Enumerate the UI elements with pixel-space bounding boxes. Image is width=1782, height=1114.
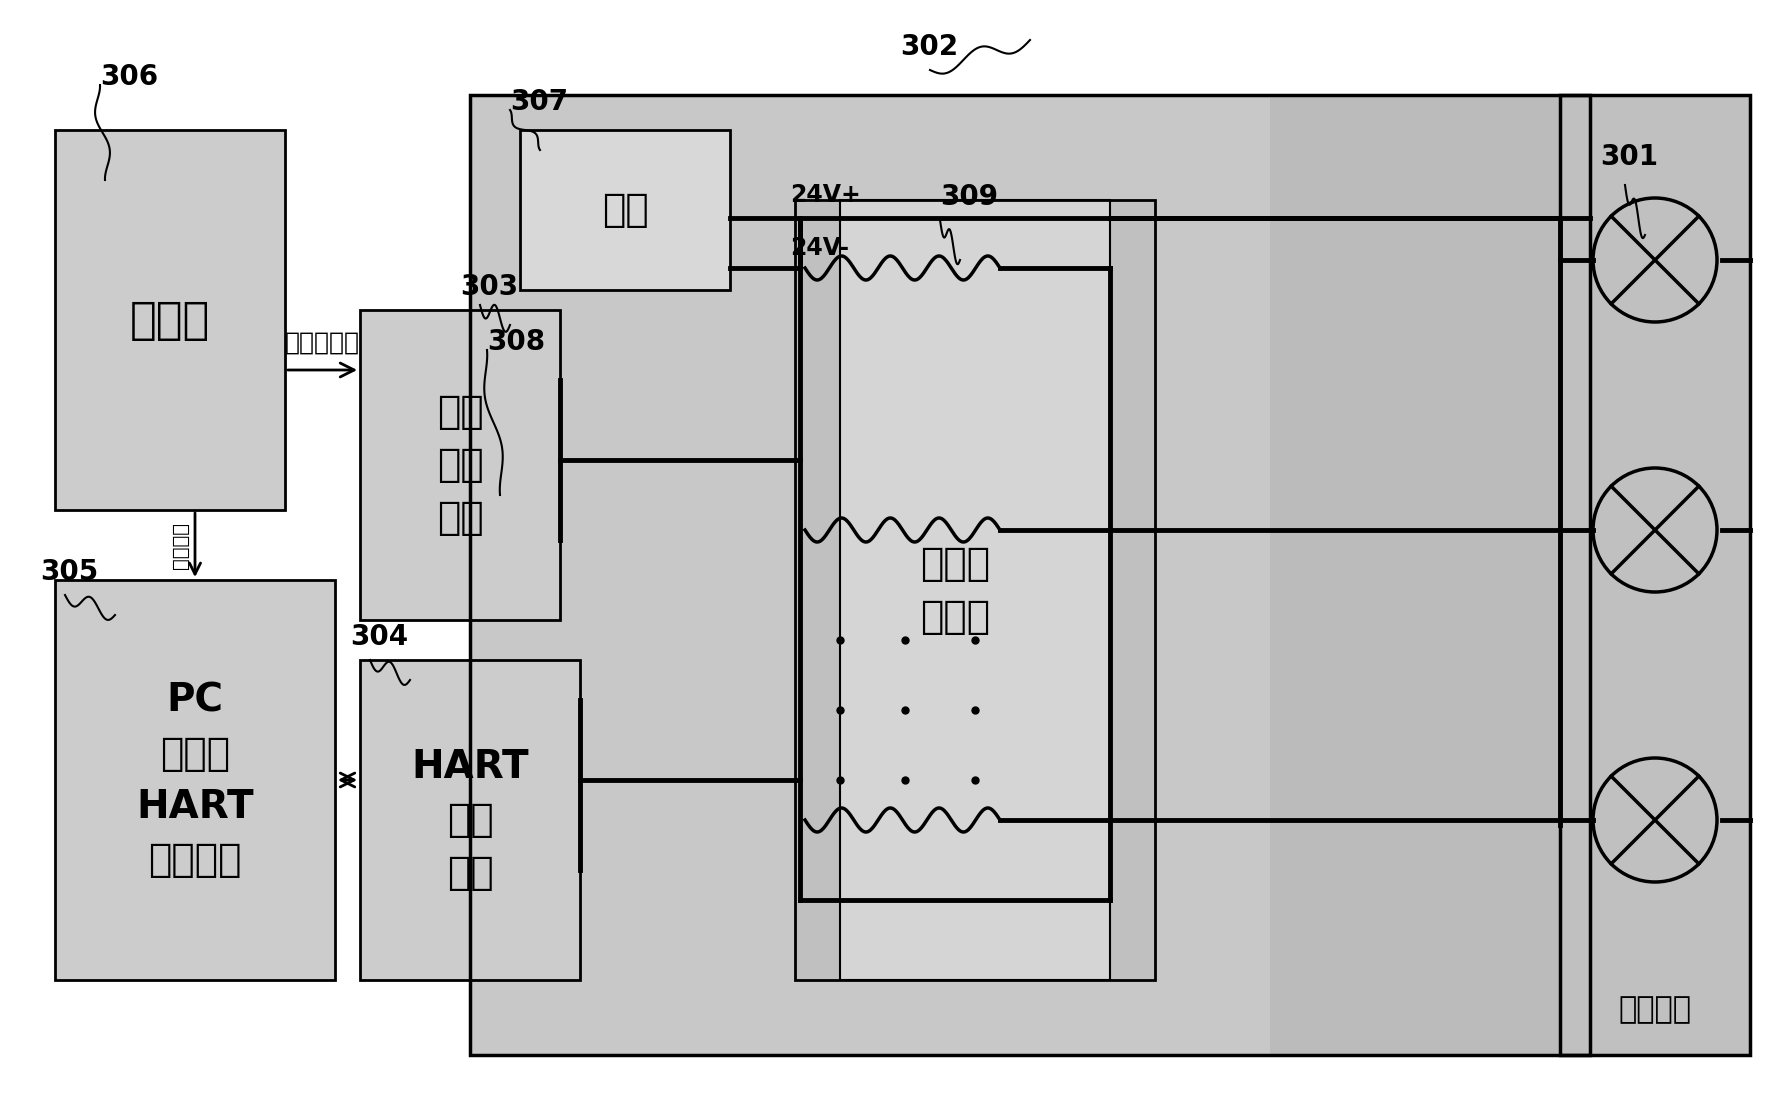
Text: 高精
度万
用表: 高精 度万 用表: [437, 393, 483, 537]
Text: PC
安装有
HART
通信软件: PC 安装有 HART 通信软件: [135, 682, 253, 879]
Text: 24V-: 24V-: [789, 236, 848, 260]
Text: 机械拨
动开关: 机械拨 动开关: [920, 545, 989, 635]
Text: 读数、记录: 读数、记录: [285, 331, 360, 355]
Bar: [55, 580, 335, 980]
Text: 读数记录: 读数记录: [171, 521, 189, 568]
Text: 304: 304: [349, 623, 408, 651]
Bar: [795, 201, 1155, 980]
Text: 301: 301: [1598, 143, 1657, 172]
Text: 306: 306: [100, 63, 159, 91]
Text: 记录纸: 记录纸: [130, 299, 210, 342]
Text: 302: 302: [900, 33, 957, 61]
Bar: [839, 201, 1110, 980]
Text: 303: 303: [460, 273, 519, 301]
Bar: [470, 95, 1269, 1055]
Text: 被检仪表: 被检仪表: [1618, 996, 1691, 1025]
Text: 305: 305: [39, 558, 98, 586]
Text: HART
通信
模块: HART 通信 模块: [412, 747, 529, 892]
Text: 309: 309: [939, 183, 998, 211]
Text: 24V+: 24V+: [789, 183, 861, 207]
Text: 电源: 电源: [601, 190, 649, 229]
Text: 307: 307: [510, 88, 568, 116]
Bar: [55, 130, 285, 510]
Bar: [1559, 95, 1748, 1055]
Bar: [360, 659, 579, 980]
Bar: [520, 130, 729, 290]
Bar: [360, 310, 560, 620]
Bar: [470, 95, 1590, 1055]
Text: 308: 308: [486, 328, 545, 356]
